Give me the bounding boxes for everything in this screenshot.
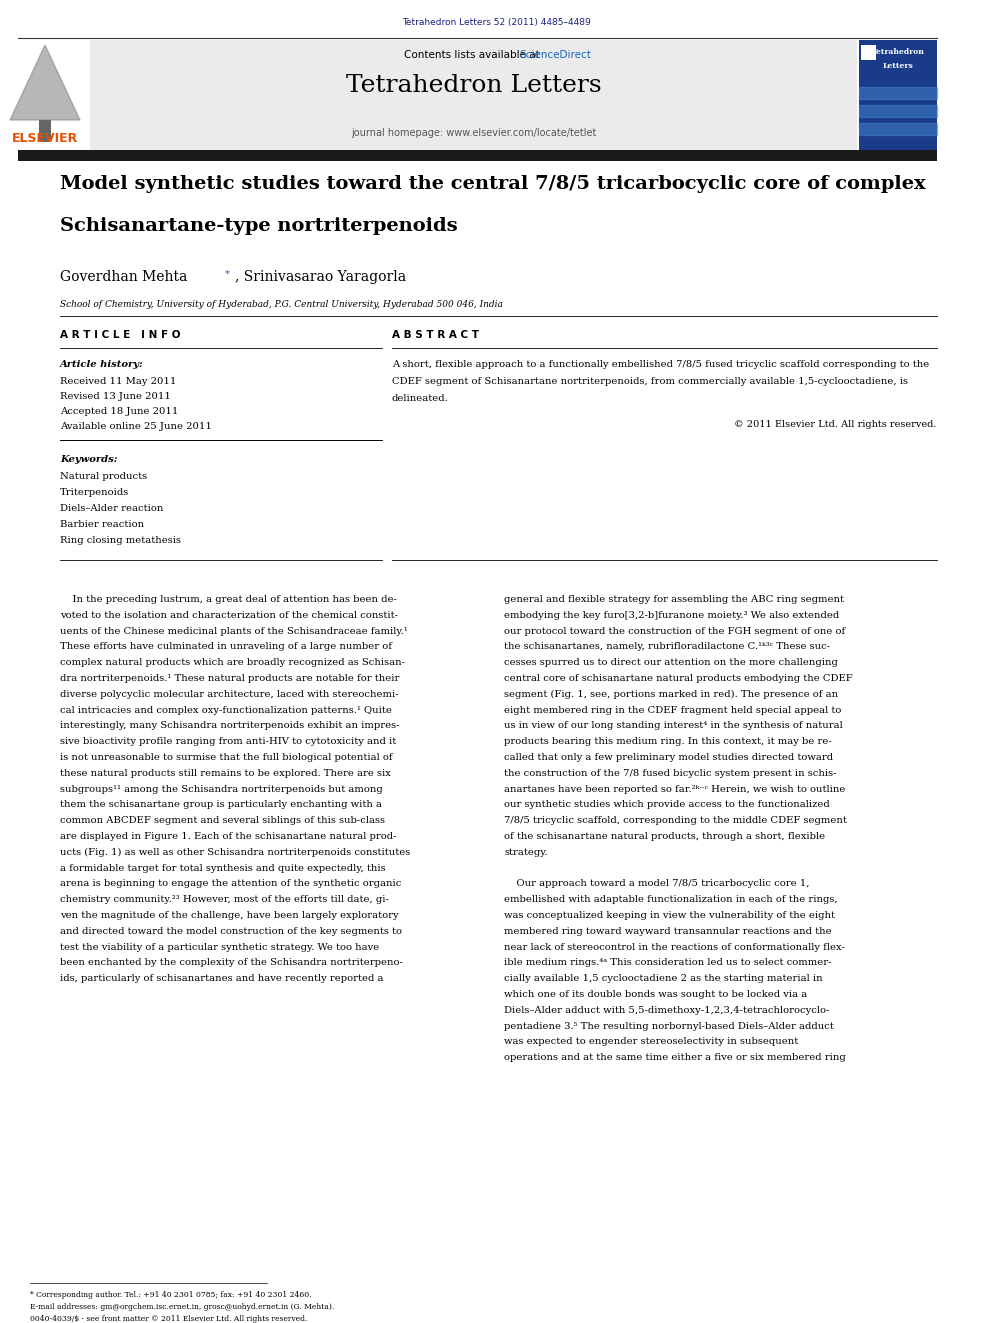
Text: Diels–Alder reaction: Diels–Alder reaction (60, 504, 164, 513)
Text: our synthetic studies which provide access to the functionalized: our synthetic studies which provide acce… (504, 800, 829, 810)
Text: Tetrahedron Letters 52 (2011) 4485–4489: Tetrahedron Letters 52 (2011) 4485–4489 (402, 19, 590, 26)
Text: Tetrahedron Letters: Tetrahedron Letters (345, 74, 601, 97)
Text: 7/8/5 tricyclic scaffold, corresponding to the middle CDEF segment: 7/8/5 tricyclic scaffold, corresponding … (504, 816, 847, 826)
Text: pentadiene 3.⁵ The resulting norbornyl-based Diels–Alder adduct: pentadiene 3.⁵ The resulting norbornyl-b… (504, 1021, 834, 1031)
Text: School of Chemistry, University of Hyderabad, P.G. Central University, Hyderabad: School of Chemistry, University of Hyder… (60, 300, 503, 310)
Text: Keywords:: Keywords: (60, 455, 117, 464)
Text: was conceptualized keeping in view the vulnerability of the eight: was conceptualized keeping in view the v… (504, 912, 835, 919)
Text: interestingly, many Schisandra nortriterpenoids exhibit an impres-: interestingly, many Schisandra nortriter… (60, 721, 400, 730)
Text: central core of schisanartane natural products embodying the CDEF: central core of schisanartane natural pr… (504, 673, 853, 683)
Text: uents of the Chinese medicinal plants of the Schisandraceae family.¹: uents of the Chinese medicinal plants of… (60, 627, 408, 635)
Text: Tetrahedron: Tetrahedron (872, 48, 925, 56)
Text: ven the magnitude of the challenge, have been largely exploratory: ven the magnitude of the challenge, have… (60, 912, 399, 919)
Bar (861, 45, 876, 60)
Text: A short, flexible approach to a functionally embellished 7/8/5 fused tricyclic s: A short, flexible approach to a function… (392, 360, 930, 369)
Text: © 2011 Elsevier Ltd. All rights reserved.: © 2011 Elsevier Ltd. All rights reserved… (734, 419, 937, 429)
Text: them the schisanartane group is particularly enchanting with a: them the schisanartane group is particul… (60, 800, 382, 810)
Text: voted to the isolation and characterization of the chemical constit-: voted to the isolation and characterizat… (60, 611, 398, 619)
Text: complex natural products which are broadly recognized as Schisan-: complex natural products which are broad… (60, 659, 405, 667)
Text: Diels–Alder adduct with 5,5-dimethoxy-1,2,3,4-tetrachlorocyclo-: Diels–Alder adduct with 5,5-dimethoxy-1,… (504, 1005, 829, 1015)
Text: dra nortriterpenoids.¹ These natural products are notable for their: dra nortriterpenoids.¹ These natural pro… (60, 673, 400, 683)
Bar (39, 120, 51, 142)
Text: our protocol toward the construction of the FGH segment of one of: our protocol toward the construction of … (504, 627, 845, 635)
Text: which one of its double bonds was sought to be locked via a: which one of its double bonds was sought… (504, 990, 807, 999)
Text: Model synthetic studies toward the central 7/8/5 tricarbocyclic core of complex: Model synthetic studies toward the centr… (60, 175, 926, 193)
Text: called that only a few preliminary model studies directed toward: called that only a few preliminary model… (504, 753, 833, 762)
Text: Received 11 May 2011: Received 11 May 2011 (60, 377, 177, 386)
Text: ucts (Fig. 1) as well as other Schisandra nortriterpenoids constitutes: ucts (Fig. 1) as well as other Schisandr… (60, 848, 411, 857)
Text: membered ring toward wayward transannular reactions and the: membered ring toward wayward transannula… (504, 927, 831, 935)
Text: was expected to engender stereoselectivity in subsequent: was expected to engender stereoselectivi… (504, 1037, 799, 1046)
Text: Our approach toward a model 7/8/5 tricarbocyclic core 1,: Our approach toward a model 7/8/5 tricar… (504, 880, 809, 889)
Text: the construction of the 7/8 fused bicyclic system present in schis-: the construction of the 7/8 fused bicycl… (504, 769, 836, 778)
Text: CDEF segment of Schisanartane nortriterpenoids, from commercially available 1,5-: CDEF segment of Schisanartane nortriterp… (392, 377, 908, 386)
Text: are displayed in Figure 1. Each of the schisanartane natural prod-: are displayed in Figure 1. Each of the s… (60, 832, 397, 841)
Text: Natural products: Natural products (60, 472, 147, 482)
Text: is not unreasonable to surmise that the full biological potential of: is not unreasonable to surmise that the … (60, 753, 393, 762)
Text: Contents lists available at: Contents lists available at (404, 50, 543, 60)
Text: operations and at the same time either a five or six membered ring: operations and at the same time either a… (504, 1053, 846, 1062)
Text: Ring closing metathesis: Ring closing metathesis (60, 536, 181, 545)
Text: These efforts have culminated in unraveling of a large number of: These efforts have culminated in unravel… (60, 643, 392, 651)
Text: delineated.: delineated. (392, 394, 448, 404)
Text: arena is beginning to engage the attention of the synthetic organic: arena is beginning to engage the attenti… (60, 880, 402, 889)
Text: cesses spurred us to direct our attention on the more challenging: cesses spurred us to direct our attentio… (504, 659, 838, 667)
Text: cal intricacies and complex oxy-functionalization patterns.¹ Quite: cal intricacies and complex oxy-function… (60, 705, 392, 714)
Text: general and flexible strategy for assembling the ABC ring segment: general and flexible strategy for assemb… (504, 595, 844, 605)
Text: diverse polycyclic molecular architecture, laced with stereochemi-: diverse polycyclic molecular architectur… (60, 689, 399, 699)
Text: and directed toward the model construction of the key segments to: and directed toward the model constructi… (60, 927, 402, 935)
Text: embellished with adaptable functionalization in each of the rings,: embellished with adaptable functionaliza… (504, 896, 837, 904)
Text: Accepted 18 June 2011: Accepted 18 June 2011 (60, 407, 179, 415)
Text: A B S T R A C T: A B S T R A C T (392, 329, 479, 340)
Text: the schisanartanes, namely, rubrifloradilactone C.¹ᵏ³ᶜ These suc-: the schisanartanes, namely, rubrifloradi… (504, 643, 830, 651)
Text: A R T I C L E   I N F O: A R T I C L E I N F O (60, 329, 181, 340)
Text: cially available 1,5 cyclooctadiene 2 as the starting material in: cially available 1,5 cyclooctadiene 2 as… (504, 974, 822, 983)
Text: *: * (225, 270, 230, 279)
Text: chemistry community.²³ However, most of the efforts till date, gi-: chemistry community.²³ However, most of … (60, 896, 389, 904)
Polygon shape (10, 45, 80, 120)
Text: 0040-4039/$ - see front matter © 2011 Elsevier Ltd. All rights reserved.: 0040-4039/$ - see front matter © 2011 El… (30, 1315, 308, 1323)
Text: these natural products still remains to be explored. There are six: these natural products still remains to … (60, 769, 391, 778)
Text: strategy.: strategy. (504, 848, 548, 857)
Text: products bearing this medium ring. In this context, it may be re-: products bearing this medium ring. In th… (504, 737, 831, 746)
Text: segment (Fig. 1, see, portions marked in red). The presence of an: segment (Fig. 1, see, portions marked in… (504, 689, 838, 699)
Text: , Srinivasarao Yaragorla: , Srinivasarao Yaragorla (235, 270, 406, 284)
Bar (0, 40, 90, 149)
Text: near lack of stereocontrol in the reactions of conformationally flex-: near lack of stereocontrol in the reacti… (504, 942, 845, 951)
Text: subgroups¹¹ among the Schisandra nortriterpenoids but among: subgroups¹¹ among the Schisandra nortrit… (60, 785, 383, 794)
Text: Triterpenoids: Triterpenoids (60, 488, 129, 497)
Text: Schisanartane-type nortriterpenoids: Schisanartane-type nortriterpenoids (60, 217, 457, 235)
Text: sive bioactivity profile ranging from anti-HIV to cytotoxicity and it: sive bioactivity profile ranging from an… (60, 737, 396, 746)
Text: Letters: Letters (883, 62, 914, 70)
Text: eight membered ring in the CDEF fragment held special appeal to: eight membered ring in the CDEF fragment… (504, 705, 841, 714)
Text: ids, particularly of schisanartanes and have recently reported a: ids, particularly of schisanartanes and … (60, 974, 384, 983)
Text: test the viability of a particular synthetic strategy. We too have: test the viability of a particular synth… (60, 942, 379, 951)
Text: ScienceDirect: ScienceDirect (520, 50, 591, 60)
Text: embodying the key furo[3,2-b]furanone moiety.³ We also extended: embodying the key furo[3,2-b]furanone mo… (504, 611, 839, 619)
Text: anartanes have been reported so far.²ᵏ⁻ᶜ Herein, we wish to outline: anartanes have been reported so far.²ᵏ⁻ᶜ… (504, 785, 845, 794)
Text: Article history:: Article history: (60, 360, 144, 369)
Text: been enchanted by the complexity of the Schisandra nortriterpeno-: been enchanted by the complexity of the … (60, 958, 403, 967)
Text: E-mail addresses: gm@orgchem.isc.ernet.in, grosc@uohyd.ernet.in (G. Mehta).: E-mail addresses: gm@orgchem.isc.ernet.i… (30, 1303, 334, 1311)
Text: Revised 13 June 2011: Revised 13 June 2011 (60, 392, 171, 401)
Text: of the schisanartane natural products, through a short, flexible: of the schisanartane natural products, t… (504, 832, 825, 841)
Text: a formidable target for total synthesis and quite expectedly, this: a formidable target for total synthesis … (60, 864, 386, 873)
Bar (90, 40, 857, 149)
Text: journal homepage: www.elsevier.com/locate/tetlet: journal homepage: www.elsevier.com/locat… (351, 128, 596, 138)
Text: In the preceding lustrum, a great deal of attention has been de-: In the preceding lustrum, a great deal o… (60, 595, 397, 605)
Text: common ABCDEF segment and several siblings of this sub-class: common ABCDEF segment and several siblin… (60, 816, 385, 826)
Text: us in view of our long standing interest⁴ in the synthesis of natural: us in view of our long standing interest… (504, 721, 843, 730)
Text: Available online 25 June 2011: Available online 25 June 2011 (60, 422, 212, 431)
Text: * Corresponding author. Tel.: +91 40 2301 0785; fax: +91 40 2301 2460.: * Corresponding author. Tel.: +91 40 230… (30, 1291, 311, 1299)
Text: Goverdhan Mehta: Goverdhan Mehta (60, 270, 191, 284)
Text: Barbier reaction: Barbier reaction (60, 520, 144, 529)
Bar (859, 40, 937, 149)
Text: ELSEVIER: ELSEVIER (12, 132, 78, 146)
Text: ible medium rings.⁴ᵃ This consideration led us to select commer-: ible medium rings.⁴ᵃ This consideration … (504, 958, 831, 967)
Bar (18, 149, 937, 161)
